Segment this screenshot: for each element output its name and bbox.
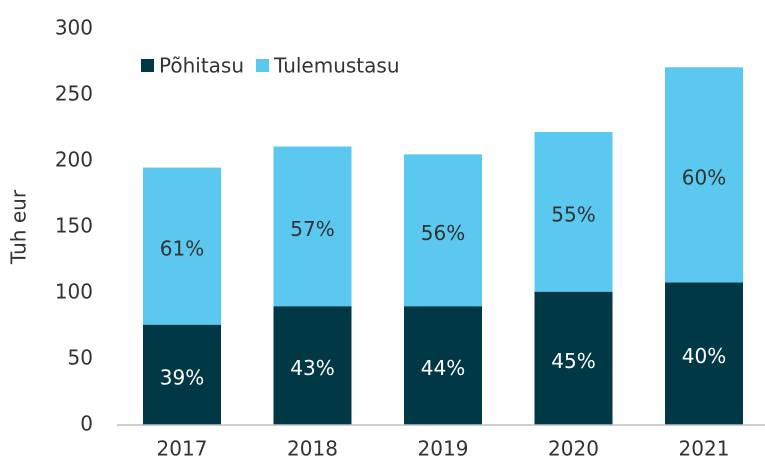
data-label: 55% <box>551 202 595 226</box>
bar-segment <box>273 146 352 307</box>
data-label: 39% <box>160 365 204 389</box>
x-tick-label: 2018 <box>287 437 338 461</box>
legend-swatch <box>141 59 154 72</box>
x-tick-label: 2017 <box>157 437 208 461</box>
x-tick-label: 2019 <box>418 437 469 461</box>
data-label: 57% <box>290 217 334 241</box>
y-tick-label: 0 <box>80 412 93 436</box>
y-tick-label: 150 <box>55 214 93 238</box>
legend-swatch <box>256 59 270 72</box>
data-label: 43% <box>290 356 334 380</box>
legend-label: Tulemustasu <box>273 54 400 78</box>
bar-segment <box>404 306 482 425</box>
x-tick-label: 2021 <box>679 437 730 461</box>
y-axis-title: Tuh eur <box>7 189 31 265</box>
y-tick-label: 50 <box>68 346 93 370</box>
bar-segment <box>143 167 221 325</box>
data-label: 45% <box>551 349 595 373</box>
bar-segment <box>534 291 613 425</box>
y-tick-label: 300 <box>55 16 93 40</box>
bar-segment <box>534 131 613 292</box>
y-tick-label: 200 <box>55 148 93 172</box>
x-tick-label: 2020 <box>548 437 599 461</box>
y-tick-label: 250 <box>55 82 93 106</box>
bar-segment <box>665 67 743 283</box>
y-tick-label: 100 <box>55 280 93 304</box>
bar-segment <box>665 282 743 425</box>
bar-segment <box>143 324 221 425</box>
data-label: 61% <box>160 237 204 261</box>
data-label: 56% <box>421 221 465 245</box>
legend-label: Põhitasu <box>159 54 244 78</box>
data-label: 40% <box>682 344 726 368</box>
bar-segment <box>273 306 352 425</box>
data-label: 44% <box>421 356 465 380</box>
bar-segment <box>404 154 482 307</box>
data-label: 60% <box>682 165 726 189</box>
